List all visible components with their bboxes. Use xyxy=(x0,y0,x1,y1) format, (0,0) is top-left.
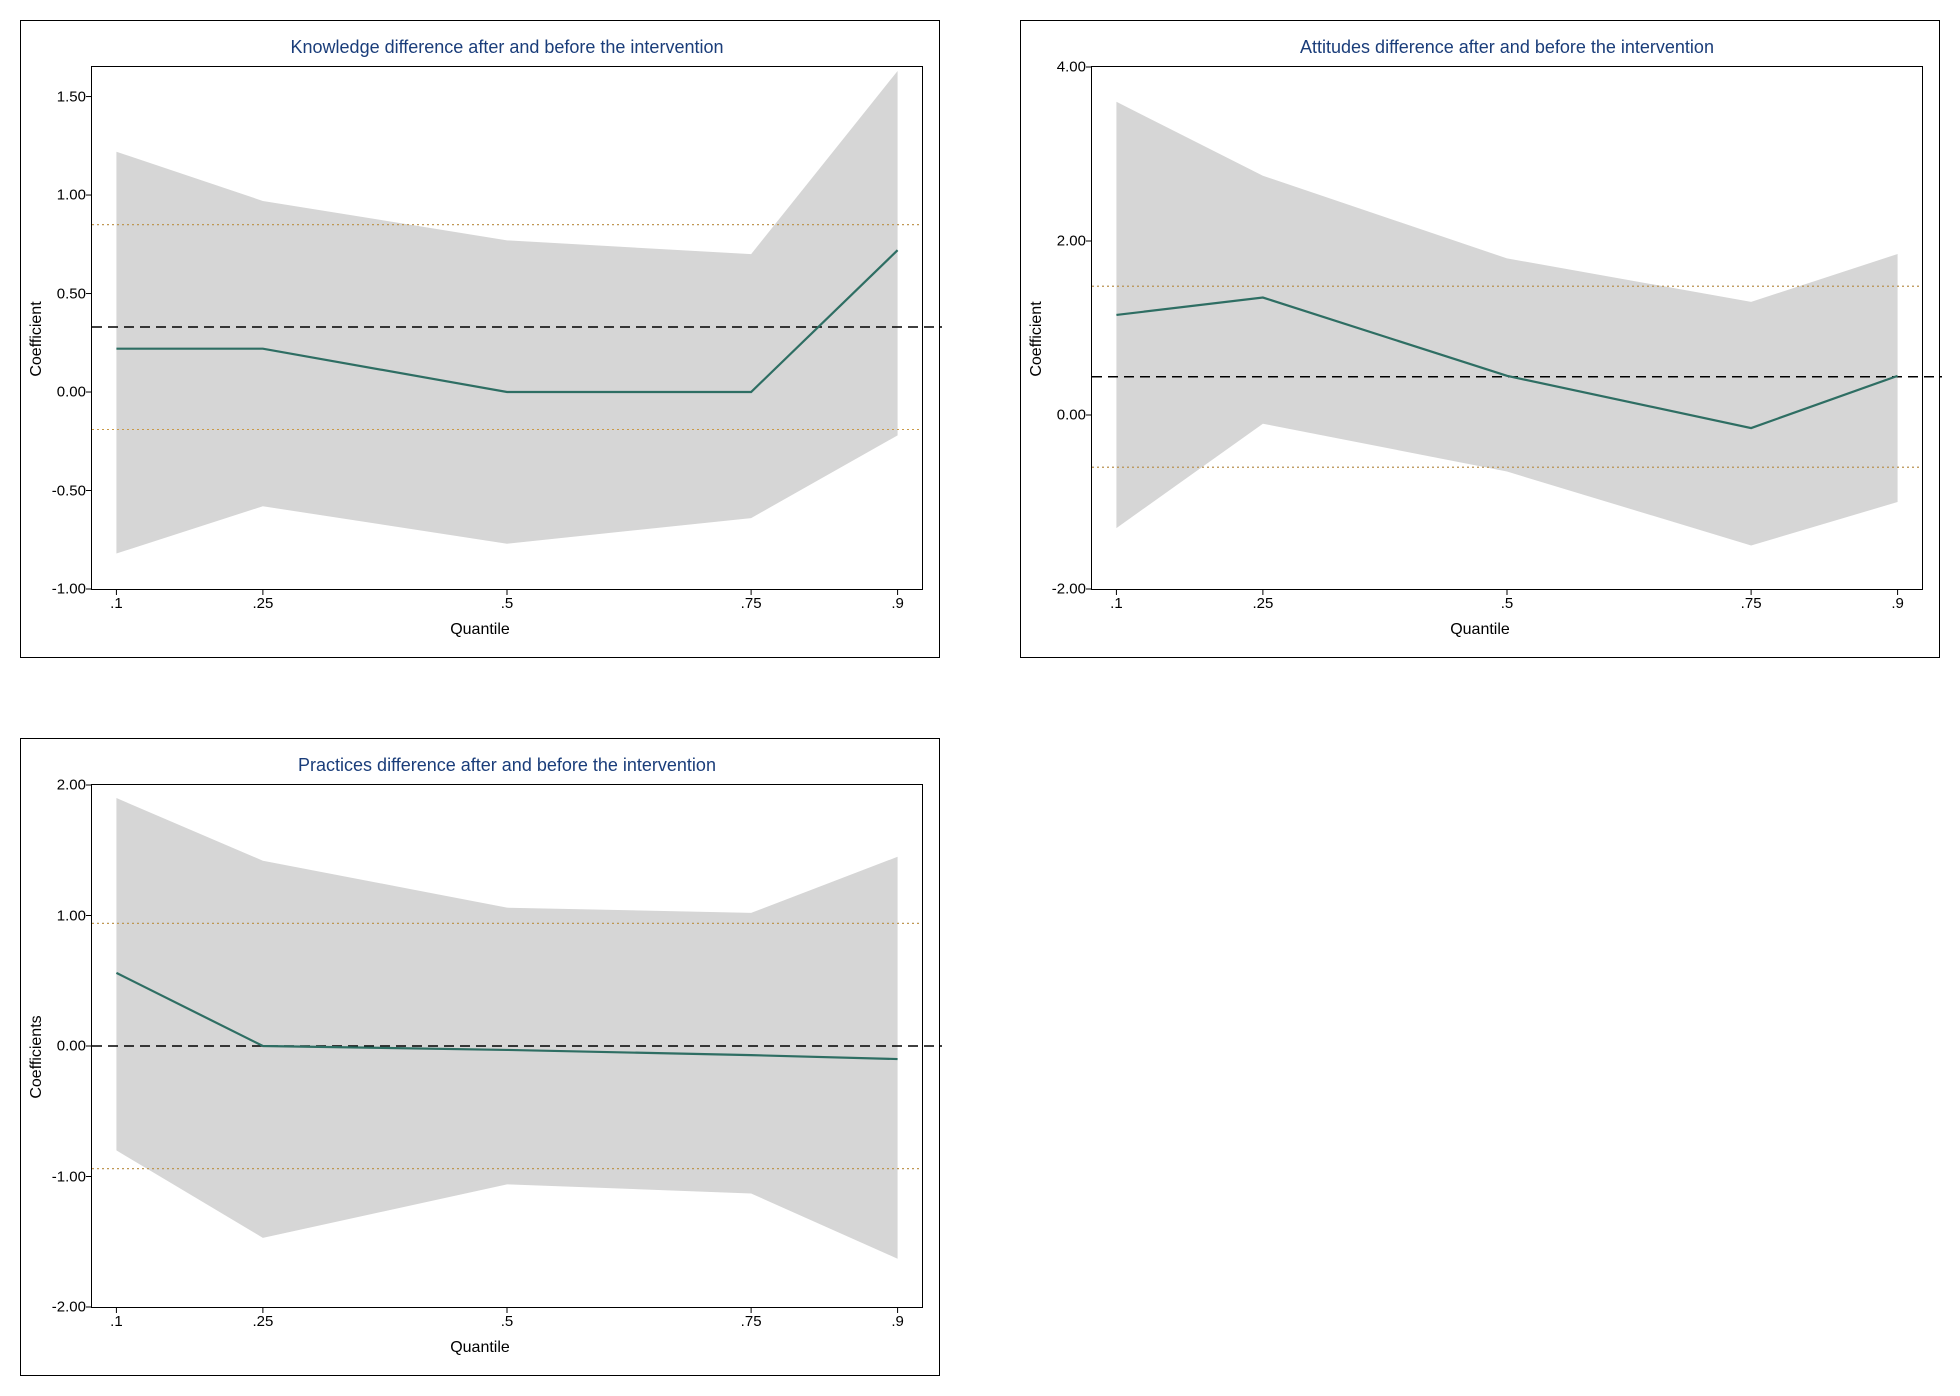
y-tick-label: 1.50 xyxy=(57,88,86,105)
x-tick-label: .1 xyxy=(110,1313,123,1330)
x-tick-label: .5 xyxy=(501,595,514,612)
y-tick-label: 2.00 xyxy=(1057,233,1086,250)
confidence-band xyxy=(1116,102,1897,546)
x-tick-label: .75 xyxy=(1741,595,1762,612)
plot-area: -2.00-1.000.001.002.00.1.25.5.75.9 xyxy=(91,784,923,1308)
plot-area: -1.00-0.500.000.501.001.50.1.25.5.75.9 xyxy=(91,66,923,590)
confidence-band xyxy=(116,71,897,554)
chart-panel: Practices difference after and before th… xyxy=(20,738,940,1376)
y-tick-label: 4.00 xyxy=(1057,59,1086,76)
y-tick-label: 0.00 xyxy=(1057,407,1086,424)
y-axis-label: Coefficient xyxy=(1028,301,1046,376)
y-tick-label: 1.00 xyxy=(57,907,86,924)
x-tick-label: .1 xyxy=(110,595,123,612)
x-tick-label: .25 xyxy=(252,1313,273,1330)
y-axis-label: Coefficients xyxy=(28,1015,46,1098)
x-tick-label: .75 xyxy=(741,595,762,612)
x-axis-label: Quantile xyxy=(1450,621,1510,639)
x-tick-label: .9 xyxy=(891,1313,904,1330)
x-tick-label: .25 xyxy=(1252,595,1273,612)
x-tick-label: .25 xyxy=(252,595,273,612)
panel-title: Knowledge difference after and before th… xyxy=(91,37,923,58)
y-tick-label: 2.00 xyxy=(57,777,86,794)
x-tick-label: .1 xyxy=(1110,595,1123,612)
y-tick-label: -1.00 xyxy=(52,581,86,598)
x-tick-label: .75 xyxy=(741,1313,762,1330)
panel-title: Attitudes difference after and before th… xyxy=(1091,37,1923,58)
x-tick-label: .9 xyxy=(1891,595,1904,612)
x-tick-label: .5 xyxy=(501,1313,514,1330)
chart-panel: Attitudes difference after and before th… xyxy=(1020,20,1940,658)
y-tick-label: 0.00 xyxy=(57,384,86,401)
x-axis-label: Quantile xyxy=(450,621,510,639)
x-axis-label: Quantile xyxy=(450,1339,510,1357)
chart-panel: Knowledge difference after and before th… xyxy=(20,20,940,658)
y-tick-label: 1.00 xyxy=(57,187,86,204)
confidence-band xyxy=(116,798,897,1259)
x-tick-label: .5 xyxy=(1501,595,1514,612)
y-tick-label: -1.00 xyxy=(52,1168,86,1185)
y-tick-label: -0.50 xyxy=(52,482,86,499)
y-tick-label: 0.00 xyxy=(57,1038,86,1055)
plot-area: -2.000.002.004.00.1.25.5.75.9 xyxy=(1091,66,1923,590)
y-axis-label: Coefficient xyxy=(28,301,46,376)
y-tick-label: -2.00 xyxy=(1052,581,1086,598)
y-tick-label: 0.50 xyxy=(57,285,86,302)
x-tick-label: .9 xyxy=(891,595,904,612)
panel-title: Practices difference after and before th… xyxy=(91,755,923,776)
y-tick-label: -2.00 xyxy=(52,1299,86,1316)
